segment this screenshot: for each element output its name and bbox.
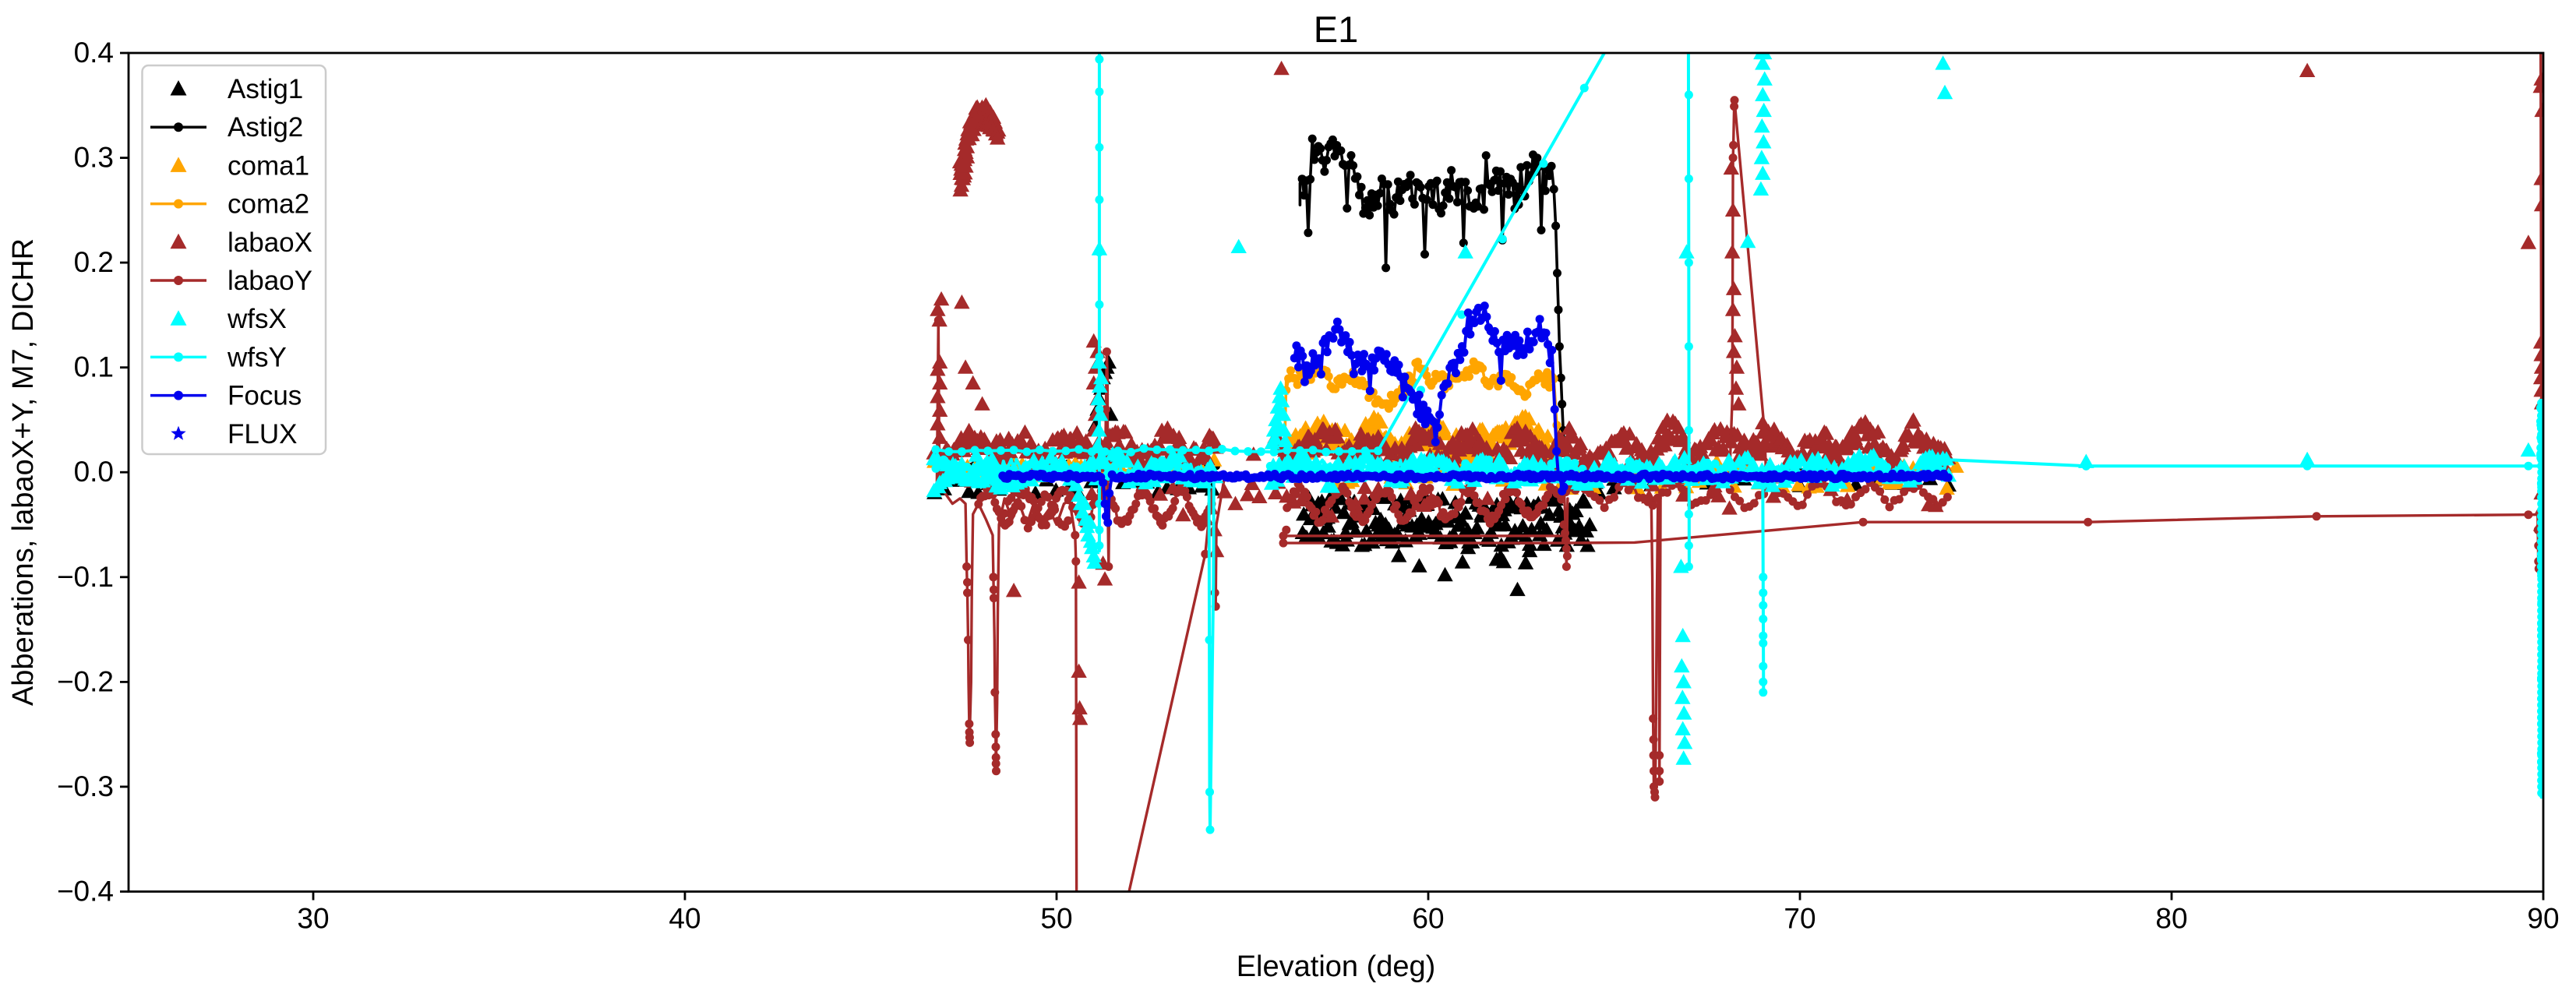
svg-text:Elevation (deg): Elevation (deg)	[1237, 950, 1436, 983]
svg-text:30: 30	[297, 903, 329, 935]
svg-text:90: 90	[2527, 903, 2559, 935]
svg-text:coma2: coma2	[228, 189, 309, 220]
svg-text:wfsY: wfsY	[227, 342, 287, 372]
svg-text:−0.2: −0.2	[57, 665, 114, 697]
svg-text:Astig1: Astig1	[228, 74, 303, 104]
svg-text:labaoX: labaoX	[228, 227, 312, 258]
svg-text:−0.4: −0.4	[57, 876, 114, 908]
svg-text:FLUX: FLUX	[228, 419, 297, 449]
svg-text:labaoY: labaoY	[228, 266, 312, 296]
svg-text:0.0: 0.0	[74, 456, 114, 488]
svg-text:0.2: 0.2	[74, 246, 114, 278]
svg-text:Focus: Focus	[228, 381, 302, 411]
svg-text:E1: E1	[1314, 9, 1359, 50]
svg-text:60: 60	[1412, 903, 1444, 935]
svg-text:0.4: 0.4	[74, 37, 114, 69]
svg-text:40: 40	[669, 903, 700, 935]
svg-text:0.3: 0.3	[74, 142, 114, 174]
svg-text:coma1: coma1	[228, 150, 309, 181]
svg-text:50: 50	[1040, 903, 1072, 935]
svg-text:Abberations, labaoX+Y, M7, DIC: Abberations, labaoX+Y, M7, DICHR	[7, 238, 40, 706]
svg-text:wfsX: wfsX	[227, 304, 287, 334]
svg-text:80: 80	[2155, 903, 2187, 935]
svg-text:−0.3: −0.3	[57, 770, 114, 802]
svg-text:Astig2: Astig2	[228, 112, 303, 143]
svg-text:0.1: 0.1	[74, 351, 114, 383]
svg-text:−0.1: −0.1	[57, 561, 114, 593]
svg-text:70: 70	[1784, 903, 1816, 935]
